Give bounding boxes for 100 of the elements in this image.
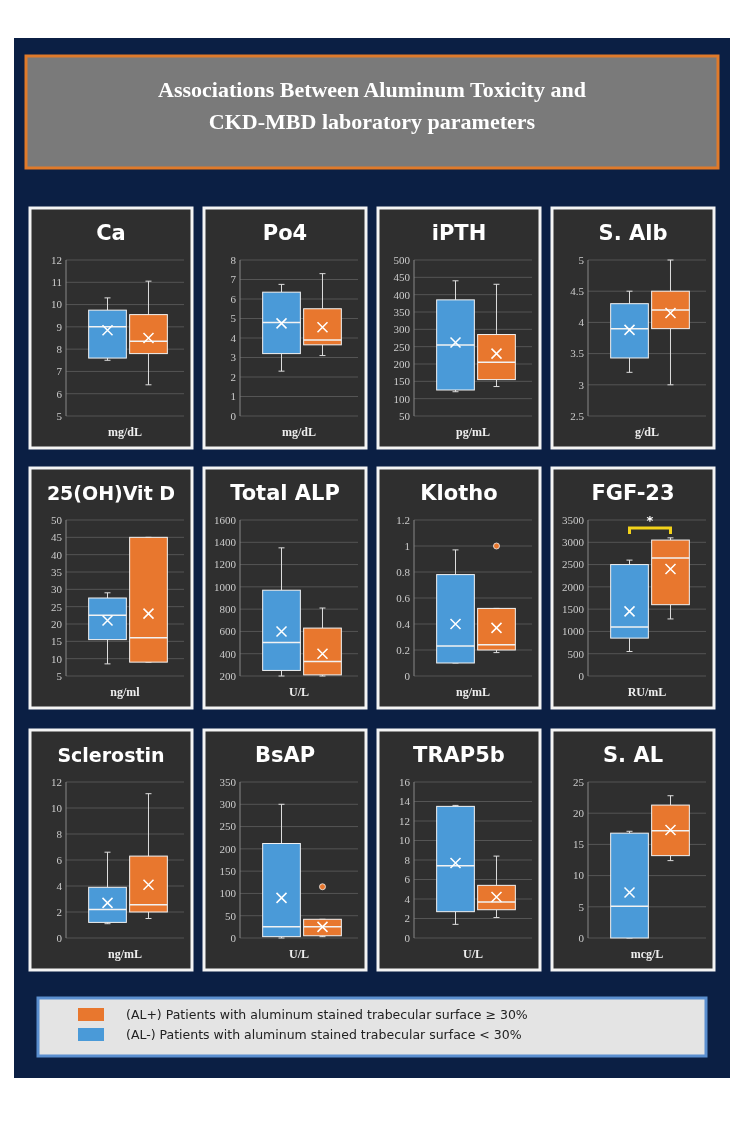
y-tick-label: 8: [56, 342, 63, 355]
y-tick-label: 4.5: [570, 285, 585, 298]
y-tick-label: 5: [56, 409, 63, 422]
x-axis-title: mcg/L: [630, 947, 664, 961]
chart-title: Klotho: [420, 481, 498, 505]
y-tick-label: 20: [51, 617, 63, 630]
y-tick-label: 50: [51, 513, 63, 526]
y-tick-label: 100: [219, 887, 237, 900]
x-axis-title: ng/mL: [455, 685, 491, 699]
y-tick-label: 3: [578, 378, 585, 391]
y-tick-label: 0.4: [396, 617, 411, 630]
y-tick-label: 10: [399, 834, 411, 847]
x-axis-title: ng/ml: [110, 685, 141, 699]
y-tick-label: 350: [219, 775, 237, 788]
chart-title: S. AL: [602, 743, 664, 767]
y-tick-label: 3000: [562, 536, 585, 549]
y-tick-label: 6: [230, 292, 237, 305]
y-tick-label: 4: [230, 331, 237, 344]
x-axis-title: U/L: [288, 947, 310, 961]
y-tick-label: 2: [56, 905, 62, 918]
y-tick-label: 400: [219, 647, 237, 660]
y-tick-label: 350: [393, 305, 411, 318]
y-tick-label: 4: [404, 892, 411, 905]
legend-label: (AL+) Patients with aluminum stained trabecular surface ≥ 30%: [126, 1007, 528, 1022]
chart-title: iPTH: [431, 221, 487, 245]
y-tick-label: 45: [51, 531, 63, 544]
y-tick-label: 50: [225, 909, 237, 922]
y-tick-label: 20: [573, 807, 585, 820]
y-tick-label: 35: [51, 565, 63, 578]
y-tick-label: 5: [56, 669, 63, 682]
y-tick-label: 2: [404, 912, 410, 925]
y-tick-label: 2.5: [570, 409, 585, 422]
x-axis-title: ng/mL: [107, 947, 143, 961]
y-tick-label: 12: [51, 775, 62, 788]
y-tick-label: 0.2: [396, 643, 410, 656]
y-tick-label: 30: [51, 583, 63, 596]
y-tick-label: 1000: [562, 625, 585, 638]
y-tick-label: 150: [219, 864, 237, 877]
y-tick-label: 200: [393, 357, 411, 370]
y-tick-label: 200: [219, 842, 237, 855]
y-tick-label: 25: [573, 775, 585, 788]
y-tick-label: 0: [404, 669, 411, 682]
y-tick-label: 1600: [214, 513, 237, 526]
x-axis-title: pg/mL: [455, 425, 491, 439]
y-tick-label: 3: [230, 351, 237, 364]
y-tick-label: 14: [399, 795, 411, 808]
y-tick-label: 1.2: [396, 513, 410, 526]
y-tick-label: 4: [56, 879, 63, 892]
y-tick-label: 300: [219, 798, 237, 811]
x-axis-title: RU/mL: [627, 685, 667, 699]
y-tick-label: 4: [578, 316, 585, 329]
y-tick-label: 600: [219, 625, 237, 638]
chart-title: S. Alb: [598, 221, 668, 245]
y-tick-label: 12: [399, 814, 410, 827]
y-tick-label: 8: [404, 853, 411, 866]
chart-title: Sclerostin: [57, 744, 165, 766]
y-tick-label: 0: [578, 931, 585, 944]
y-tick-label: 1000: [214, 580, 237, 593]
y-tick-label: 11: [51, 276, 62, 289]
y-tick-label: 8: [230, 253, 237, 266]
x-axis-title: mg/dL: [281, 425, 317, 439]
y-tick-label: 16: [399, 775, 411, 788]
y-tick-label: 15: [51, 635, 63, 648]
x-axis-title: U/L: [288, 685, 310, 699]
y-tick-label: 8: [56, 827, 63, 840]
y-tick-label: 6: [56, 853, 63, 866]
y-tick-label: 6: [404, 873, 411, 886]
y-tick-label: 50: [399, 409, 411, 422]
y-tick-label: 0: [230, 409, 237, 422]
y-tick-label: 10: [51, 652, 63, 665]
y-tick-label: 5: [578, 900, 585, 913]
annotation: *: [646, 513, 654, 528]
chart-title: FGF-23: [591, 481, 675, 505]
y-tick-label: 15: [573, 838, 585, 851]
chart-title: Ca: [96, 221, 126, 245]
y-tick-label: 2500: [562, 558, 585, 571]
y-tick-label: 250: [219, 820, 237, 833]
chart-title: Total ALP: [230, 481, 340, 505]
y-tick-label: 1200: [214, 558, 237, 571]
y-tick-label: 450: [393, 271, 411, 284]
y-tick-label: 25: [51, 600, 63, 613]
y-tick-label: 10: [51, 801, 63, 814]
y-tick-label: 150: [393, 375, 411, 388]
y-tick-label: 0: [56, 931, 63, 944]
y-tick-label: 5: [578, 253, 585, 266]
y-tick-label: 800: [219, 602, 237, 615]
y-tick-label: 40: [51, 548, 63, 561]
y-tick-label: 500: [567, 647, 585, 660]
y-tick-label: 1: [230, 390, 236, 403]
y-tick-label: 3500: [562, 513, 585, 526]
y-tick-label: 6: [56, 387, 63, 400]
x-axis-title: g/dL: [634, 425, 660, 439]
y-tick-label: 0: [578, 669, 585, 682]
y-tick-label: 7: [56, 365, 63, 378]
y-tick-label: 250: [393, 340, 411, 353]
y-tick-label: 10: [51, 298, 63, 311]
y-tick-label: 7: [230, 273, 237, 286]
y-tick-label: 400: [393, 288, 411, 301]
y-tick-label: 1400: [214, 536, 237, 549]
chart-title: 25(OH)Vit D: [46, 482, 176, 504]
